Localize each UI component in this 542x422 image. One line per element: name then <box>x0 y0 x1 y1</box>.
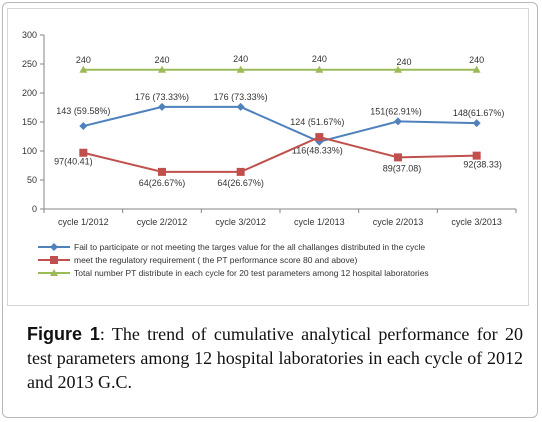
data-label: 97(40.41) <box>54 157 93 167</box>
y-tick-label: 200 <box>22 88 37 98</box>
data-point <box>79 148 88 157</box>
data-point <box>394 153 402 162</box>
x-tick-label: cycle 1/2012 <box>58 217 109 227</box>
data-point <box>394 65 402 73</box>
x-tick-label: cycle 2/2012 <box>137 217 188 227</box>
data-point <box>472 151 481 160</box>
legend-label: meet the regulatory requirement ( the PT… <box>74 255 357 265</box>
data-point <box>315 133 324 142</box>
legend-label: Total number PT distribute in each cycle… <box>74 268 429 278</box>
data-point <box>158 102 166 111</box>
data-label: 124 (51.67%) <box>290 117 344 127</box>
series-line <box>83 136 477 173</box>
data-label: 92(38.33) <box>463 160 502 170</box>
data-label: 240 <box>396 57 411 67</box>
data-point <box>79 122 88 131</box>
caption-text: : The trend of cumulative analytical per… <box>27 324 524 392</box>
data-label: 64(26.67%) <box>139 178 186 188</box>
data-label: 176 (73.33%) <box>135 92 189 102</box>
data-label: 240 <box>76 55 91 65</box>
series-line <box>83 105 477 143</box>
data-point <box>50 243 58 251</box>
data-label: 89(37.08) <box>383 163 422 173</box>
y-tick-label: 300 <box>22 30 37 40</box>
data-point <box>79 65 88 73</box>
data-label: 240 <box>312 54 327 64</box>
data-label: 240 <box>233 54 248 64</box>
x-tick-label: cycle 1/2013 <box>294 217 345 227</box>
y-tick-label: 50 <box>27 175 37 185</box>
data-label: 64(26.67%) <box>217 178 264 188</box>
y-tick-label: 150 <box>22 117 37 127</box>
x-tick-label: cycle 3/2013 <box>451 217 502 227</box>
data-label: 240 <box>469 55 484 65</box>
data-point <box>472 119 481 128</box>
data-label: 151(62.91%) <box>370 106 422 116</box>
figure-caption: Figure 1: The trend of cumulative analyt… <box>27 322 523 394</box>
x-tick-label: cycle 3/2012 <box>215 217 266 227</box>
data-point <box>472 65 481 73</box>
data-point <box>236 65 245 73</box>
data-label: 143 (59.58%) <box>56 106 110 116</box>
data-label: 240 <box>154 55 169 65</box>
x-tick-label: cycle 2/2013 <box>373 217 424 227</box>
data-point <box>50 269 58 276</box>
data-point <box>158 167 166 176</box>
caption-label: Figure 1 <box>27 324 100 344</box>
legend-label: Fail to participate or not meeting the t… <box>74 242 425 252</box>
data-point <box>394 117 402 126</box>
line-chart: 0 50 100 150 200 250 300 cycle 1/2012 cycle 2/20… <box>22 30 517 278</box>
data-point <box>158 65 166 73</box>
data-point <box>315 65 324 73</box>
chart-container: 0 50 100 150 200 250 300 cycle 1/2012 cycle 2/20… <box>7 8 529 306</box>
data-label: 176 (73.33%) <box>214 92 268 102</box>
data-point <box>236 102 245 111</box>
data-point <box>236 167 245 176</box>
data-label: 116(48.33%) <box>292 146 343 156</box>
y-tick-label: 100 <box>22 146 37 156</box>
y-tick-label: 0 <box>32 204 37 214</box>
y-tick-label: 250 <box>22 59 37 69</box>
data-label: 148(61.67%) <box>453 108 505 118</box>
data-point <box>50 256 58 264</box>
